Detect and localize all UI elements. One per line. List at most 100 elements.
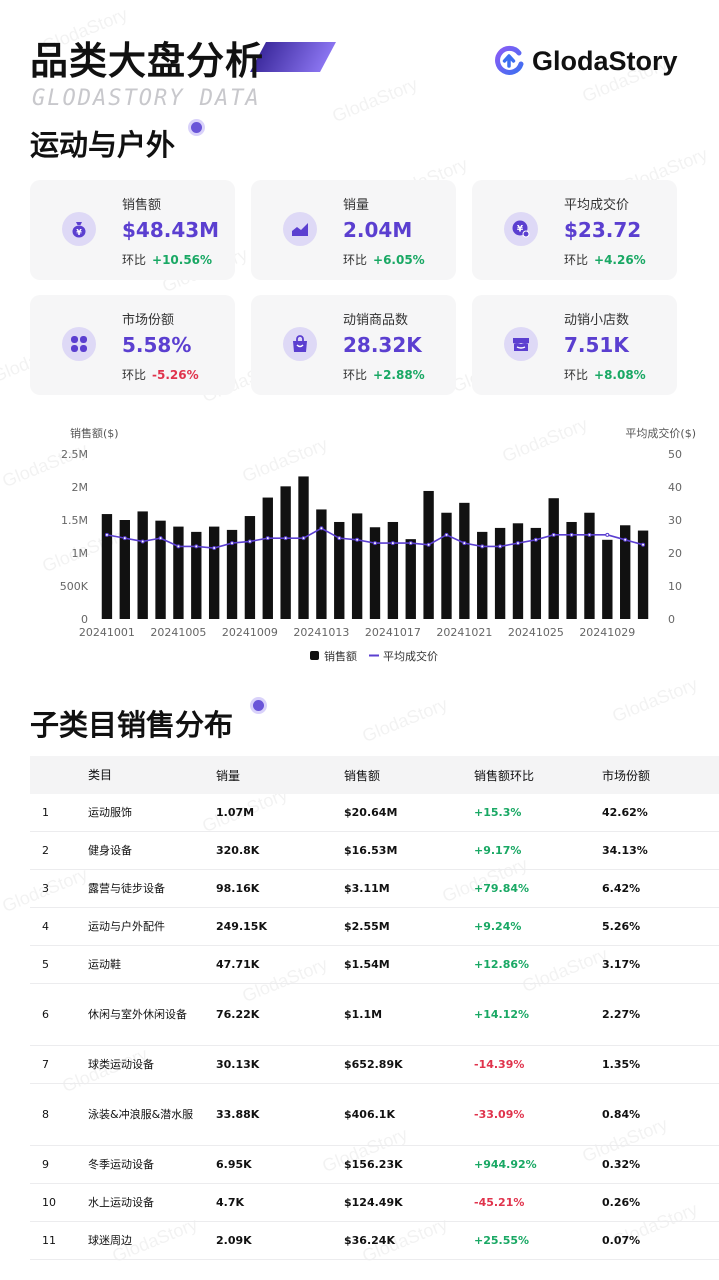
bar-sales — [566, 521, 577, 619]
kpi-card-active-products: 动销商品数 28.32K 环比 +2.88% — [251, 295, 456, 395]
row-rank: 11 — [42, 1234, 56, 1247]
bar-sales — [637, 530, 649, 619]
row-share: 5.26% — [602, 920, 641, 933]
bar-sales — [280, 486, 291, 619]
brand-logo: GlodaStory — [492, 44, 678, 78]
row-sales: $406.1K — [344, 1108, 395, 1121]
bar-sales — [351, 513, 363, 619]
bar-sales — [602, 539, 613, 619]
x-tick-label: 20241005 — [150, 626, 206, 639]
point-avg-price — [247, 539, 252, 544]
row-mom: +15.3% — [474, 806, 522, 819]
row-category: 球类运动设备 — [88, 1057, 154, 1071]
row-share: 0.26% — [602, 1196, 641, 1209]
subcategory-table: 类目 销量 销售额 销售额环比 市场份额 1 运动服饰 1.07M $20.64M +1… — [30, 756, 719, 1260]
row-rank: 7 — [42, 1058, 49, 1071]
y-axis-title: 销售额($) — [70, 426, 119, 440]
legend-label-sales: 销售额 — [324, 649, 357, 663]
kpi-value: 7.51K — [564, 333, 629, 357]
row-sales: $3.11M — [344, 882, 390, 895]
point-avg-price — [462, 541, 467, 546]
point-avg-price — [337, 536, 342, 541]
sales-chart: 销售额($) 平均成交价($) 0 500K 1M 1.5M 2M 2.5M 0 10 20 30 40… — [60, 426, 696, 663]
bar-sales — [620, 525, 631, 619]
row-rank: 1 — [42, 806, 49, 819]
legend-label-avg-price: 平均成交价 — [383, 649, 438, 663]
watermark: GlodaStory — [609, 673, 701, 727]
bar-sales — [387, 521, 399, 619]
table-row: 4 运动与户外配件 249.15K $2.55M +9.24% 5.26% — [30, 908, 719, 946]
kpi-card-avg-price: ¥ 平均成交价 $23.72 环比 +4.26% — [472, 180, 677, 280]
point-avg-price — [533, 537, 538, 542]
row-rank: 6 — [42, 1008, 49, 1021]
row-mom: +14.12% — [474, 1008, 530, 1021]
row-mom: +944.92% — [474, 1158, 537, 1171]
kpi-label: 动销小店数 — [564, 313, 630, 328]
kpi-card-active-stores: 动销小店数 7.51K 环比 +8.08% — [472, 295, 677, 395]
mom-label: 环比 — [122, 253, 147, 267]
kpi-value: $23.72 — [564, 218, 642, 242]
row-sales: $20.64M — [344, 806, 398, 819]
bar-sales — [244, 516, 256, 619]
kpi-value: 2.04M — [343, 218, 413, 242]
shopping-bag-icon — [283, 327, 317, 361]
x-tick-label: 20241001 — [79, 626, 135, 639]
row-volume: 98.16K — [216, 882, 260, 895]
row-sales: $2.55M — [344, 920, 390, 933]
row-share: 42.62% — [602, 806, 648, 819]
row-volume: 6.95K — [216, 1158, 252, 1171]
line-chart-icon — [283, 212, 317, 246]
page-title: 品类大盘分析 — [30, 39, 265, 83]
row-share: 2.27% — [602, 1008, 641, 1021]
row-rank: 3 — [42, 882, 49, 895]
row-share: 1.35% — [602, 1058, 641, 1071]
row-share: 0.32% — [602, 1158, 641, 1171]
col-header-mom: 销售额环比 — [474, 768, 535, 783]
mom-label: 环比 — [564, 368, 589, 382]
row-mom: +25.55% — [474, 1234, 530, 1247]
point-avg-price — [301, 536, 306, 541]
mom-label: 环比 — [564, 253, 589, 267]
table-row: 3 露营与徒步设备 98.16K $3.11M +79.84% 6.42% — [30, 870, 719, 908]
row-volume: 2.09K — [216, 1234, 252, 1247]
x-tick-label: 20241013 — [293, 626, 349, 639]
bar-sales — [173, 526, 184, 619]
row-rank: 10 — [42, 1196, 56, 1209]
row-category: 冬季运动设备 — [88, 1157, 154, 1171]
brand-name: GlodaStory — [532, 45, 678, 76]
mom-value: +2.88% — [373, 368, 425, 382]
point-avg-price — [176, 544, 181, 549]
point-avg-price — [641, 542, 646, 547]
bar-sales — [298, 476, 309, 619]
point-avg-price — [480, 544, 485, 549]
table-row: 5 运动鞋 47.71K $1.54M +12.86% 3.17% — [30, 946, 719, 984]
point-avg-price — [158, 536, 163, 541]
bar-sales — [459, 502, 470, 619]
row-share: 6.42% — [602, 882, 641, 895]
x-tick-label: 20241029 — [579, 626, 635, 639]
row-volume: 47.71K — [216, 958, 260, 971]
table-row: 9 冬季运动设备 6.95K $156.23K +944.92% 0.32% — [30, 1146, 719, 1184]
svg-text:¥: ¥ — [76, 228, 82, 237]
kpi-label: 动销商品数 — [343, 313, 409, 328]
y-tick-label: 0 — [81, 613, 88, 626]
store-icon — [504, 327, 538, 361]
x-tick-label: 20241025 — [508, 626, 564, 639]
col-header-volume: 销量 — [216, 768, 241, 783]
x-tick-label: 20241017 — [365, 626, 421, 639]
kpi-card-sales: ¥ 销售额 $48.43M 环比 +10.56% — [30, 180, 235, 280]
bar-sales — [548, 498, 559, 619]
kpi-label: 市场份额 — [122, 313, 175, 328]
bar-sales — [262, 497, 273, 619]
point-avg-price — [373, 541, 377, 546]
row-category: 休闲与室外休闲设备 — [88, 1007, 187, 1021]
svg-text:¥: ¥ — [517, 225, 524, 235]
bar-sales — [405, 539, 416, 619]
point-avg-price — [498, 544, 503, 549]
point-avg-price — [587, 532, 592, 537]
point-avg-price — [265, 536, 270, 541]
point-avg-price — [426, 542, 431, 547]
point-avg-price — [569, 532, 574, 537]
legend-swatch-sales — [310, 651, 319, 660]
bar-sales — [494, 527, 506, 619]
